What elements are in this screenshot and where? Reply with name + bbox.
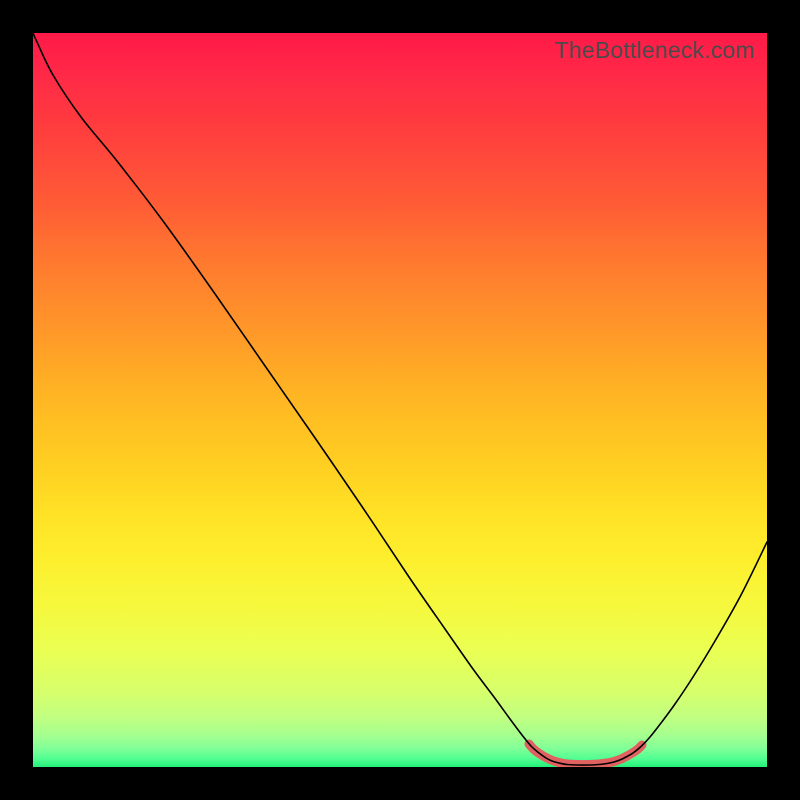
plot-area: TheBottleneck.com bbox=[33, 33, 767, 767]
bottleneck-curve bbox=[33, 33, 767, 765]
curve-layer bbox=[33, 33, 767, 767]
watermark-text: TheBottleneck.com bbox=[555, 37, 755, 64]
chart-frame: TheBottleneck.com bbox=[0, 0, 800, 800]
bottleneck-highlight bbox=[529, 744, 642, 765]
